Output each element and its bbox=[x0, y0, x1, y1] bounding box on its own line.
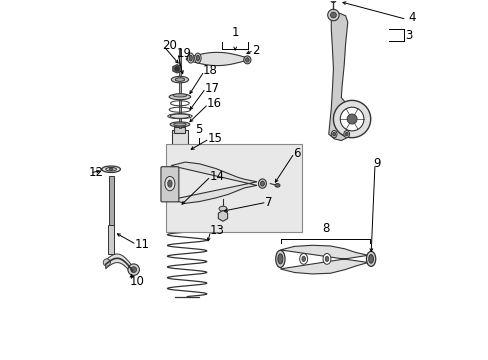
Ellipse shape bbox=[173, 123, 186, 126]
Text: 11: 11 bbox=[135, 238, 150, 251]
Text: 1: 1 bbox=[231, 26, 239, 39]
Ellipse shape bbox=[109, 168, 113, 170]
Text: 20: 20 bbox=[162, 39, 177, 52]
Bar bbox=[108, 176, 113, 235]
Ellipse shape bbox=[330, 131, 336, 138]
Ellipse shape bbox=[171, 76, 188, 83]
Ellipse shape bbox=[105, 167, 116, 171]
Ellipse shape bbox=[196, 55, 199, 61]
Text: 14: 14 bbox=[209, 170, 224, 183]
Ellipse shape bbox=[244, 56, 250, 64]
FancyBboxPatch shape bbox=[174, 127, 185, 133]
Ellipse shape bbox=[299, 253, 307, 264]
Ellipse shape bbox=[345, 132, 347, 136]
Ellipse shape bbox=[187, 53, 194, 63]
Ellipse shape bbox=[277, 254, 282, 264]
Text: 12: 12 bbox=[88, 166, 103, 179]
Text: 2: 2 bbox=[252, 44, 259, 57]
Ellipse shape bbox=[323, 253, 330, 264]
Ellipse shape bbox=[173, 94, 186, 97]
Polygon shape bbox=[171, 162, 257, 203]
FancyBboxPatch shape bbox=[172, 130, 187, 205]
Text: 15: 15 bbox=[207, 132, 223, 145]
Ellipse shape bbox=[366, 251, 375, 266]
Ellipse shape bbox=[325, 256, 328, 262]
Circle shape bbox=[340, 107, 363, 131]
Ellipse shape bbox=[260, 181, 264, 186]
Text: 8: 8 bbox=[321, 222, 328, 235]
Text: 9: 9 bbox=[373, 157, 380, 170]
Text: 4: 4 bbox=[407, 12, 415, 24]
Circle shape bbox=[327, 9, 339, 21]
Polygon shape bbox=[105, 254, 132, 275]
Ellipse shape bbox=[368, 255, 373, 263]
Ellipse shape bbox=[332, 132, 335, 136]
Ellipse shape bbox=[274, 184, 280, 187]
Polygon shape bbox=[280, 245, 367, 274]
Ellipse shape bbox=[102, 166, 120, 172]
Text: 16: 16 bbox=[206, 98, 222, 111]
Ellipse shape bbox=[219, 206, 226, 211]
Ellipse shape bbox=[258, 179, 266, 188]
Text: 10: 10 bbox=[129, 275, 144, 288]
Ellipse shape bbox=[167, 180, 172, 187]
Text: 19: 19 bbox=[176, 46, 191, 59]
Circle shape bbox=[175, 67, 179, 71]
Ellipse shape bbox=[175, 78, 184, 81]
Ellipse shape bbox=[301, 256, 305, 262]
Circle shape bbox=[330, 12, 336, 18]
Ellipse shape bbox=[275, 250, 285, 267]
Ellipse shape bbox=[245, 58, 249, 62]
Ellipse shape bbox=[169, 94, 190, 100]
Ellipse shape bbox=[330, 0, 335, 3]
Ellipse shape bbox=[170, 114, 189, 118]
Text: 17: 17 bbox=[204, 82, 219, 95]
FancyBboxPatch shape bbox=[165, 144, 301, 232]
Polygon shape bbox=[218, 211, 227, 221]
FancyBboxPatch shape bbox=[161, 167, 179, 202]
Text: 18: 18 bbox=[203, 64, 217, 77]
Text: 5: 5 bbox=[195, 123, 202, 136]
Polygon shape bbox=[328, 13, 353, 140]
Polygon shape bbox=[172, 64, 181, 73]
Circle shape bbox=[103, 259, 110, 266]
Bar bbox=[108, 225, 114, 253]
Ellipse shape bbox=[170, 122, 189, 127]
Ellipse shape bbox=[172, 203, 187, 207]
Text: 3: 3 bbox=[405, 29, 412, 42]
Circle shape bbox=[131, 267, 136, 273]
Circle shape bbox=[346, 114, 356, 124]
Circle shape bbox=[333, 100, 370, 138]
Ellipse shape bbox=[194, 53, 201, 63]
Ellipse shape bbox=[343, 131, 349, 138]
Circle shape bbox=[128, 264, 139, 275]
Ellipse shape bbox=[164, 176, 175, 191]
Text: 6: 6 bbox=[292, 147, 300, 159]
Bar bbox=[178, 49, 181, 128]
Text: 7: 7 bbox=[265, 196, 272, 209]
Text: 13: 13 bbox=[209, 224, 224, 238]
Polygon shape bbox=[186, 52, 247, 66]
Ellipse shape bbox=[189, 55, 192, 61]
